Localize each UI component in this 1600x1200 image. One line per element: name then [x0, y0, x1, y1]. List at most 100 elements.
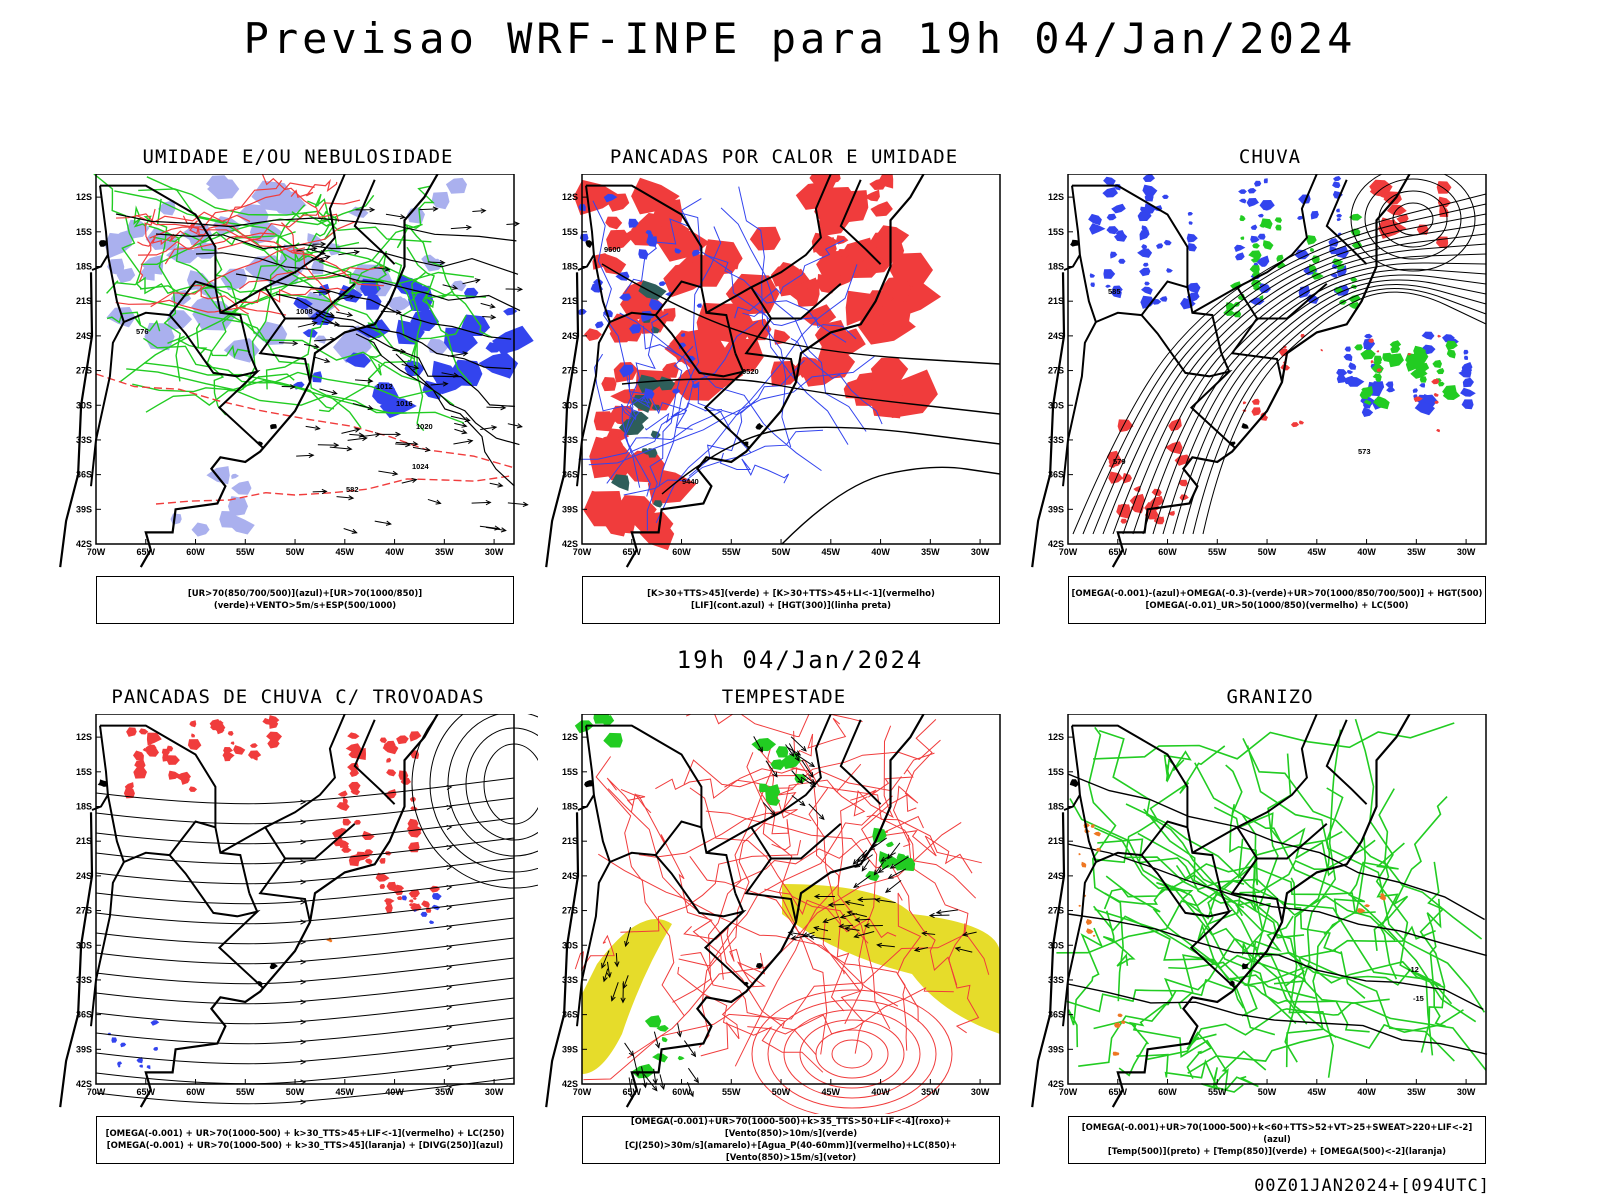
lagoa-mirim	[256, 981, 263, 987]
thunderstorm-area-red	[126, 727, 137, 737]
country-border	[586, 724, 737, 894]
precipitable-water-contour-red	[598, 853, 899, 1007]
wind-vector	[808, 803, 825, 820]
country-border	[1220, 892, 1231, 913]
humidity-contour-green	[114, 293, 421, 383]
humidity-area	[451, 280, 467, 292]
country-border	[705, 826, 752, 854]
wind-arrow-icon	[384, 266, 391, 272]
lat-tick-label: 30S	[76, 400, 92, 410]
thunderstorm-area-red	[396, 896, 403, 901]
lon-tick-label: 50W	[286, 1087, 305, 1097]
country-border	[705, 286, 752, 314]
lon-tick-label: 60W	[672, 547, 691, 557]
omega-area-blue	[1310, 210, 1319, 220]
omega-area-green	[1260, 218, 1273, 230]
thunderstorm-area-red	[187, 739, 202, 750]
country-border	[91, 185, 109, 271]
wind-arrow-icon	[655, 1042, 661, 1049]
streamline	[1162, 274, 1487, 535]
wind-arrow-icon	[453, 372, 460, 378]
lon-tick-label: 65W	[623, 547, 642, 557]
thunderstorm-area-red	[175, 771, 191, 782]
lif-contour-blue	[606, 320, 759, 484]
country-border	[1230, 857, 1283, 923]
instability-area-red	[605, 216, 623, 230]
pressure-isobar	[355, 333, 520, 446]
divergence-area-blue	[118, 1064, 121, 1068]
rain-area-red	[1320, 348, 1323, 352]
temp850-contour-green	[1175, 863, 1376, 914]
omega-area-blue	[1460, 387, 1476, 397]
wind-vector	[753, 736, 763, 752]
temp850-contour-green	[1419, 861, 1446, 1053]
thickness-contour-red	[138, 208, 156, 282]
divergence-area-blue	[432, 893, 442, 901]
wind-vector	[427, 498, 441, 504]
lon-tick-label: 65W	[137, 1087, 156, 1097]
lat-tick-label: 24S	[76, 871, 92, 881]
country-border	[263, 174, 356, 320]
omega-area-green	[1432, 359, 1442, 368]
lon-tick-label: 60W	[1158, 1087, 1177, 1097]
omega-area-green	[1419, 376, 1427, 383]
wind-vector	[601, 950, 610, 968]
lat-tick-label: 12S	[1048, 192, 1064, 202]
thickness-contour-red	[137, 230, 186, 247]
wind-arrow-icon	[347, 311, 354, 318]
streamline-arrow-icon	[300, 919, 307, 925]
wind-vector	[507, 423, 522, 428]
rain-area-red	[1120, 518, 1128, 524]
humidity-area	[206, 466, 230, 485]
wind-vector	[809, 936, 831, 941]
wind850-area-green	[593, 714, 610, 724]
omega-area-blue	[1297, 215, 1304, 220]
omega-area-blue	[1458, 368, 1472, 378]
humidity-contour-green	[394, 261, 418, 376]
lon-tick-label: 40W	[1357, 1087, 1376, 1097]
wind-vector	[296, 454, 314, 457]
thunderstorm-area-red	[215, 723, 226, 732]
streamline	[95, 857, 515, 885]
wind-arrow-icon	[844, 900, 851, 906]
instability-area-red	[606, 229, 632, 252]
wind-arrow-icon	[516, 423, 523, 429]
omega-area-blue	[1464, 355, 1469, 360]
lon-tick-label: 70W	[1059, 547, 1078, 557]
streamline-arrow-icon	[300, 979, 307, 985]
wind-vector	[765, 760, 778, 778]
wind-vector	[297, 322, 317, 328]
wind-arrow-icon	[838, 923, 845, 929]
thickness-contour-red	[138, 232, 276, 256]
wind-arrow-icon	[331, 389, 338, 396]
hgt300-contour	[781, 466, 1001, 545]
wind-arrow-icon	[358, 432, 365, 438]
wind-vector	[878, 865, 889, 873]
omega-area-blue	[1250, 235, 1260, 243]
omega-area-blue	[1110, 288, 1122, 299]
omega500-area-orange	[1114, 1022, 1121, 1029]
lat-tick-label: 27S	[76, 906, 92, 916]
wind-arrow-icon	[839, 913, 846, 920]
omega-area-green	[1350, 277, 1358, 282]
wind-arrow-icon	[385, 520, 392, 526]
omega-area-blue	[1257, 213, 1264, 218]
temp850-contour-green	[1163, 750, 1192, 783]
lon-tick-label: 65W	[137, 547, 156, 557]
wind850-area-green	[770, 759, 786, 770]
thunderstorm-area-red	[146, 732, 162, 746]
wind-arrow-icon	[435, 499, 442, 505]
omega-area-blue	[1336, 218, 1342, 222]
thunderstorm-area-red	[365, 858, 373, 865]
humidity-area	[206, 175, 233, 192]
wind850-area-green	[794, 773, 807, 784]
streamline-850-vortex	[767, 999, 937, 1109]
lon-tick-label: 60W	[186, 1087, 205, 1097]
rain-area-red	[1290, 422, 1300, 428]
streamline	[95, 877, 515, 905]
temp850-contour-green	[1105, 875, 1276, 1036]
pressure-isobar	[155, 233, 519, 275]
wind-arrow-icon	[887, 853, 893, 860]
